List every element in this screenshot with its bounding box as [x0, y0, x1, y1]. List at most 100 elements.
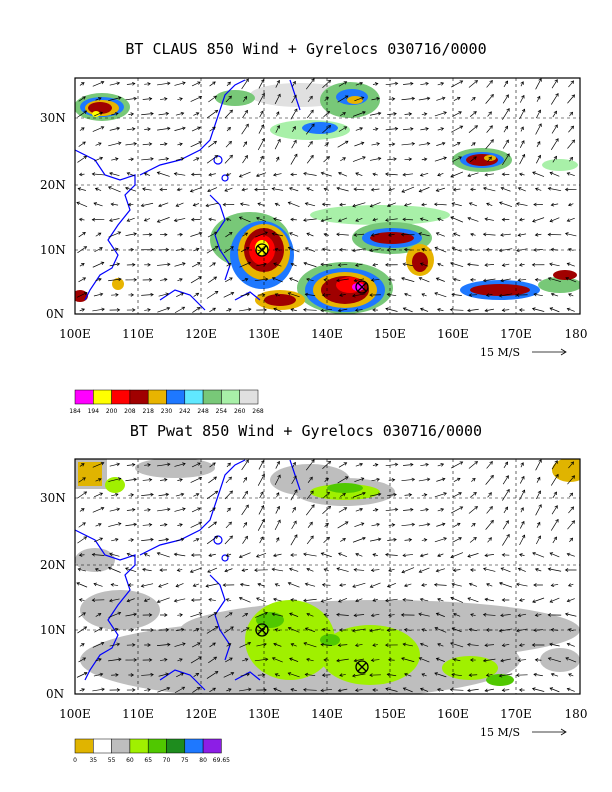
wind-vector	[321, 688, 332, 692]
colorbar-label: 69.65	[213, 757, 230, 764]
wind-vector	[291, 520, 297, 530]
wind-vector-head	[515, 293, 520, 297]
wind-vector-head	[533, 583, 537, 587]
wind-vector-head	[467, 597, 472, 601]
wind-vector	[471, 97, 476, 101]
wind-vector-head	[374, 127, 379, 131]
wind-vector-head	[370, 187, 375, 192]
wind-vector-head	[166, 306, 171, 311]
wind-vector-head	[195, 628, 200, 632]
wind-vector-head	[225, 553, 230, 557]
wind-vector-head	[391, 523, 396, 527]
wind-vector-head	[355, 552, 359, 557]
wind-vector	[484, 644, 495, 646]
wind-vector	[402, 128, 414, 131]
wind-vector	[175, 583, 184, 587]
wind-vector-head	[126, 598, 131, 603]
wind-vector	[322, 461, 331, 469]
wind-vector-head	[344, 95, 349, 99]
wind-vector	[239, 688, 251, 692]
wind-vector	[352, 111, 366, 117]
wind-vector	[486, 125, 493, 133]
wind-vector	[257, 583, 265, 587]
wind-vector-head	[198, 612, 203, 616]
wind-vector-head	[408, 493, 413, 497]
wind-vector	[224, 535, 233, 545]
wind-vector-head	[173, 552, 178, 557]
wind-vector	[243, 477, 247, 483]
wind-vector	[354, 188, 365, 191]
wind-vector-head	[261, 293, 266, 297]
wind-vector-head	[156, 219, 161, 223]
wind-vector-head	[289, 277, 293, 281]
wind-vector	[125, 143, 137, 146]
wind-vector-head	[353, 187, 357, 192]
wind-vector-head	[504, 80, 509, 85]
wind-vector	[226, 173, 232, 176]
wind-vector-head	[148, 613, 153, 617]
wind-vector	[532, 171, 545, 177]
wind-vector-head	[500, 567, 505, 571]
wind-vector	[567, 263, 575, 267]
wind-vector-head	[290, 598, 294, 602]
wind-vector	[453, 613, 461, 617]
wind-vector	[157, 597, 170, 603]
wind-vector-head	[388, 568, 392, 572]
wind-vector-head	[550, 202, 555, 207]
wind-vector	[450, 552, 464, 558]
wind-vector	[257, 93, 265, 105]
colorbar-label: 35	[89, 757, 97, 764]
wind-vector	[257, 203, 265, 206]
wind-vector-head	[532, 171, 536, 175]
wind-vector-head	[150, 672, 154, 677]
colorbar-label: 0	[73, 757, 77, 764]
wind-vector	[420, 463, 429, 467]
wind-vector-head	[338, 171, 342, 176]
wind-vector	[436, 613, 445, 617]
wind-vector	[241, 504, 249, 516]
wind-vector	[502, 534, 510, 546]
wind-vector	[338, 644, 348, 646]
wind-vector	[158, 538, 169, 542]
wind-vector-head	[243, 141, 248, 145]
wind-vector-head	[263, 262, 267, 267]
wind-vector-head	[534, 613, 539, 617]
wind-vector-head	[205, 203, 210, 208]
wind-vector	[565, 277, 577, 283]
wind-vector	[467, 308, 479, 312]
wind-vector	[190, 276, 202, 284]
wind-vector-head	[401, 657, 405, 661]
wind-vector	[127, 598, 135, 602]
wind-vector-head	[352, 628, 356, 633]
wind-vector-head	[293, 139, 297, 144]
wind-vector	[272, 277, 283, 283]
wind-vector	[404, 673, 412, 677]
wind-vector-head	[164, 478, 168, 482]
wind-vector-head	[227, 643, 232, 647]
wind-vector	[354, 658, 365, 662]
wind-vector-head	[501, 308, 506, 312]
colorbar-label: 260	[234, 408, 246, 415]
wind-vector	[127, 553, 135, 557]
wind-vector	[518, 613, 527, 617]
wind-vector	[340, 157, 346, 162]
wind-vector	[500, 233, 511, 236]
ref-vector-label: 15 M/S	[480, 726, 520, 739]
wind-vector-head	[311, 459, 315, 463]
wind-vector-head	[569, 156, 574, 161]
wind-vector-head	[76, 201, 80, 206]
wind-vector	[94, 247, 103, 253]
wind-vector	[569, 492, 573, 498]
wind-vector-head	[418, 657, 423, 661]
wind-vector	[369, 538, 381, 542]
colorbar-label: 254	[216, 408, 228, 415]
wind-vector	[158, 493, 169, 497]
wind-vector	[551, 248, 559, 251]
wind-vector-head	[374, 508, 379, 512]
wind-vector-head	[362, 156, 366, 160]
wind-vector	[418, 233, 430, 237]
wind-vector-head	[470, 278, 474, 282]
wind-vector-head	[325, 477, 329, 482]
wind-vector	[174, 262, 186, 267]
wind-vector	[502, 475, 509, 485]
